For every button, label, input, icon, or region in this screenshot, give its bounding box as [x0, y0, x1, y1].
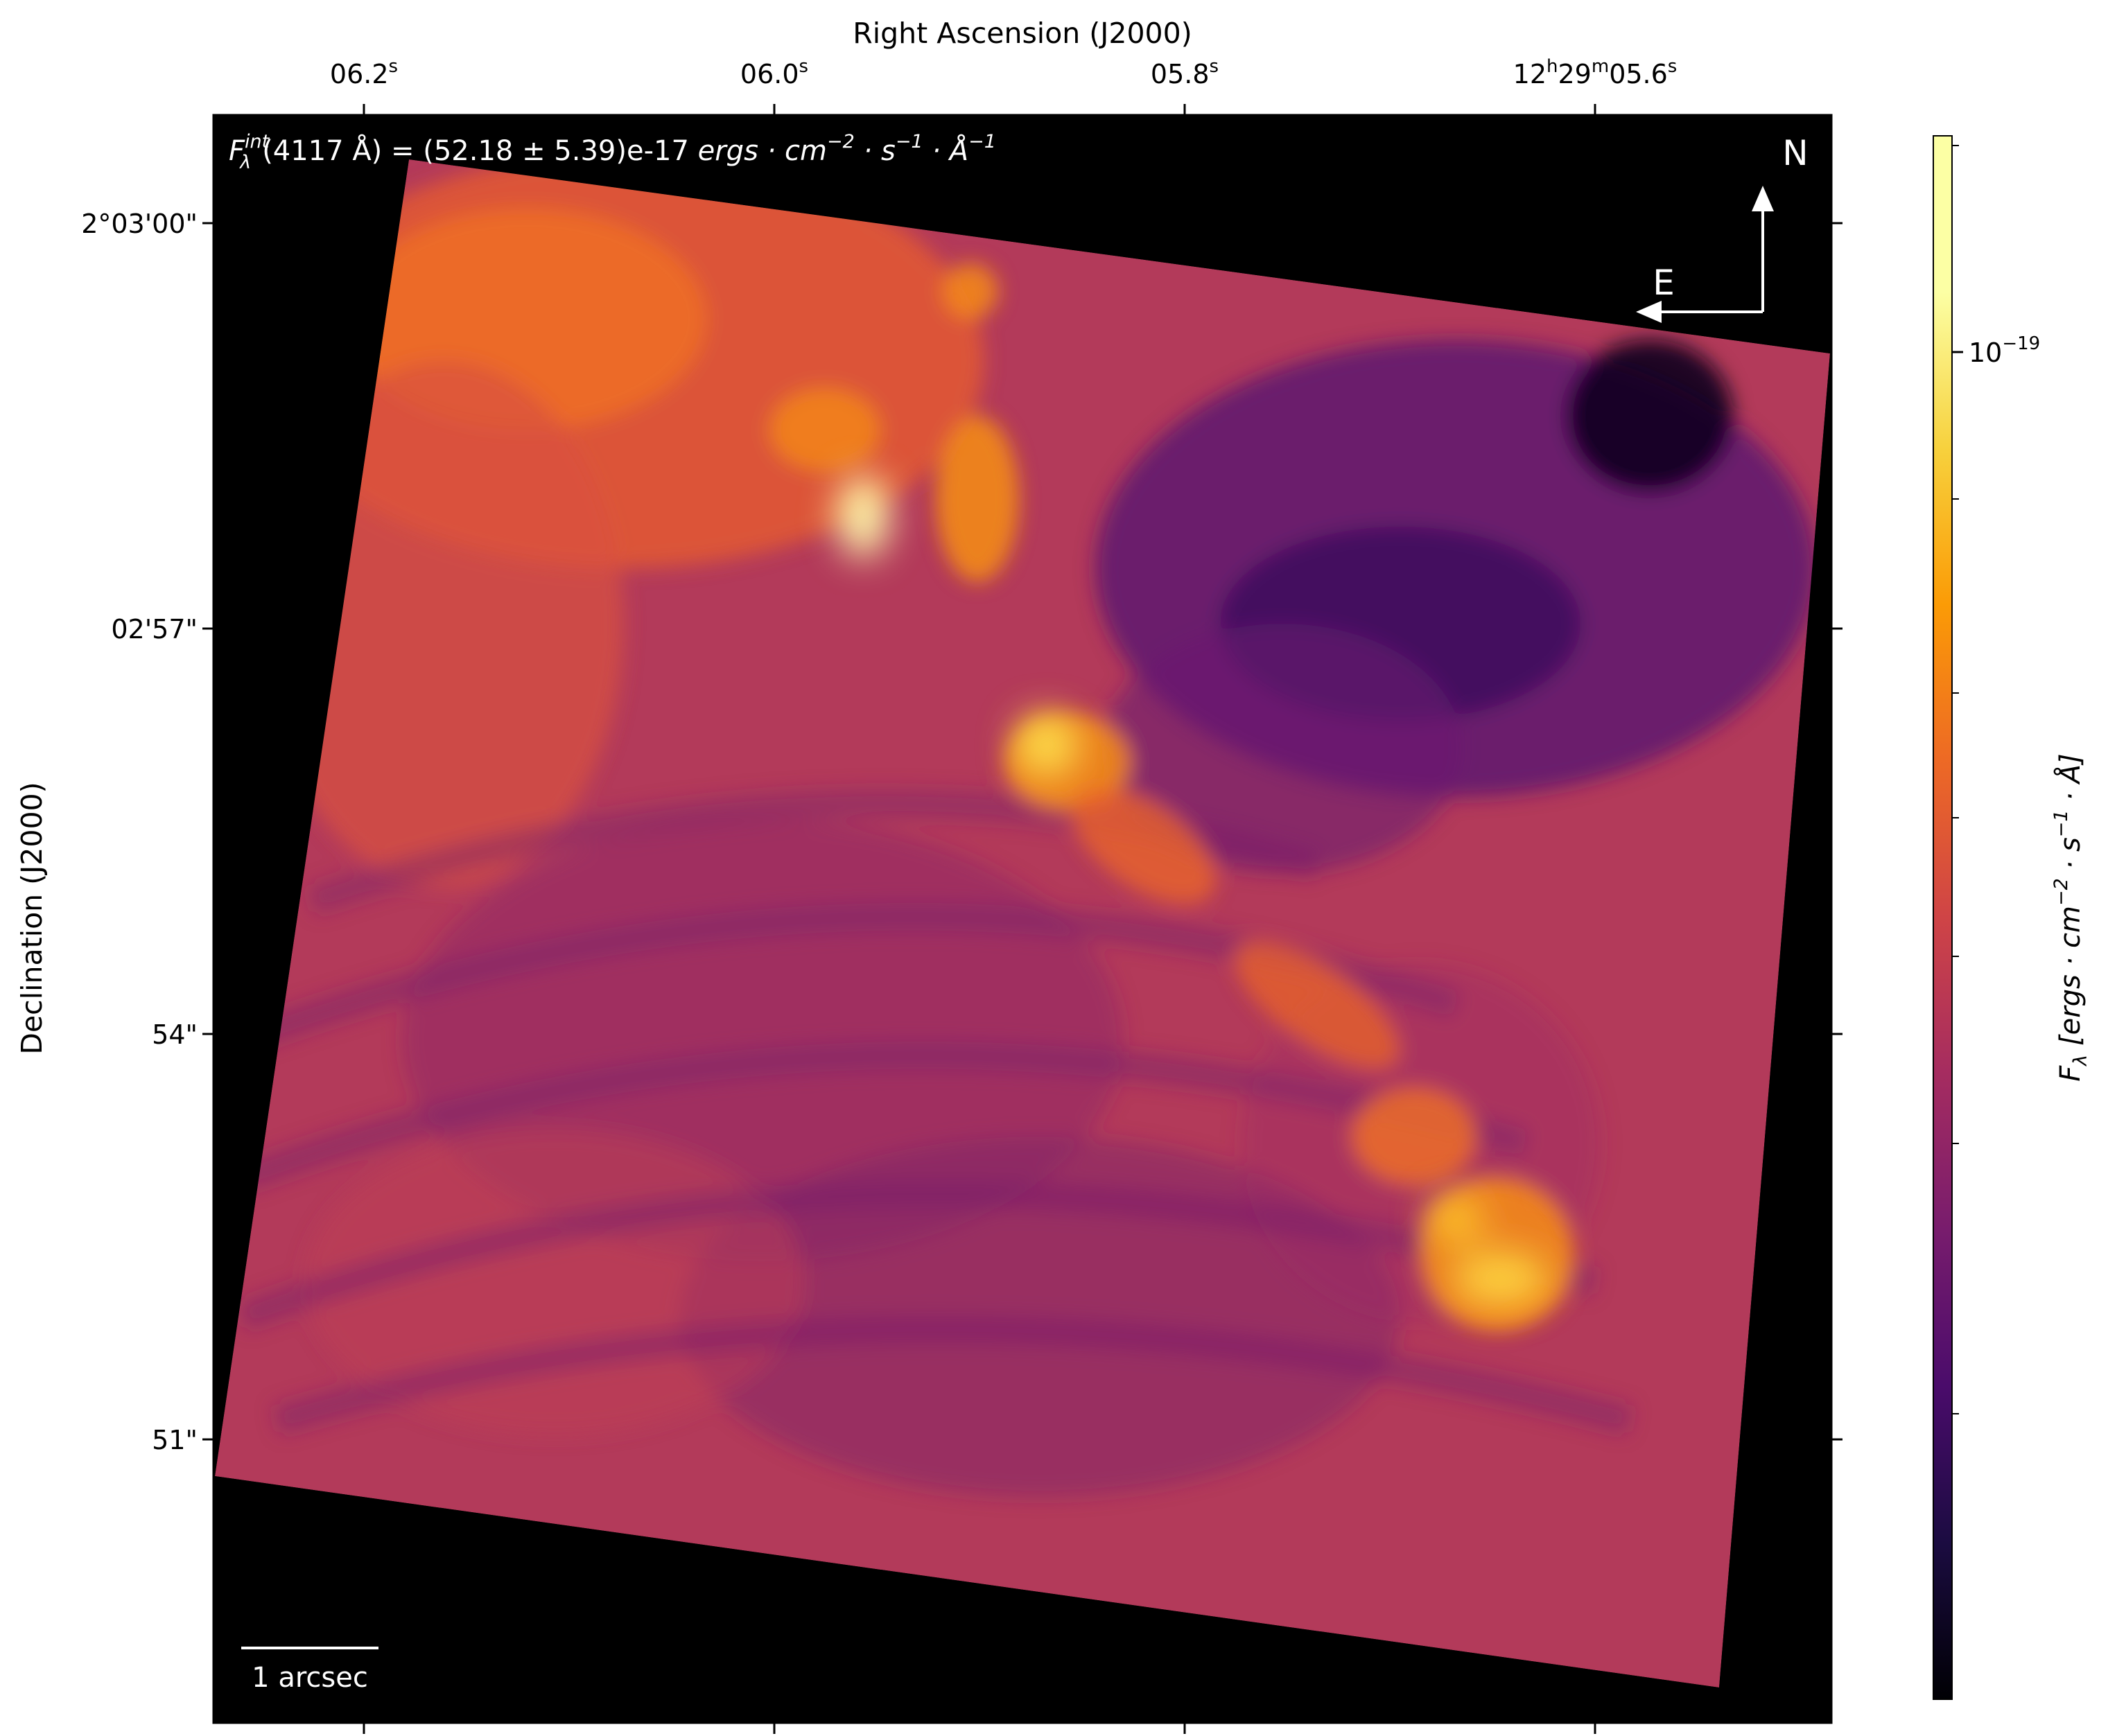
- x-tick-label: 06.0s: [740, 56, 808, 89]
- y-axis-label: Declination (J2000): [15, 782, 49, 1054]
- flux-mid2: · Å: [923, 134, 969, 167]
- x-tick-label: 05.8s: [1151, 56, 1219, 89]
- compass-north-label: N: [1782, 133, 1808, 173]
- colorbar-tick-exp: −19: [2002, 333, 2040, 354]
- colorbar-gradient: [1933, 135, 1953, 1700]
- flux-mid1: · s: [855, 135, 896, 167]
- x-ticks: 06.2s 06.0s 05.8s 12h29m05.6s: [330, 56, 1677, 1734]
- colorbar-label-exp2: −1: [2050, 809, 2072, 837]
- colorbar-label-symbol: F: [2055, 1065, 2086, 1082]
- flux-exp1: −2: [827, 131, 855, 152]
- x-tick-label-main: 06.0: [740, 59, 799, 89]
- flux-annotation: Fint λ (4117 Å) = (52.18 ± 5.39)e-17 ergs …: [229, 131, 996, 173]
- y-ticks: 2°03'00" 02'57" 54" 51": [81, 209, 1842, 1455]
- x-tick-label-sup: s: [1668, 56, 1678, 77]
- x-tick-label-sup: s: [389, 56, 399, 77]
- y-tick-label: 2°03'00": [81, 209, 198, 239]
- y-tick-label: 02'57": [111, 614, 198, 645]
- scale-bar: 1 arcsec: [241, 1647, 378, 1694]
- colorbar-label-mid: · s: [2055, 837, 2086, 878]
- flux-units: ergs · cm: [698, 135, 827, 167]
- flux-peak-3: [1452, 1251, 1549, 1306]
- colorbar-label-end: · Å]: [2053, 753, 2086, 809]
- x-tick-label-main: 29: [1558, 59, 1592, 89]
- y-tick-label: 54": [152, 1019, 198, 1050]
- colorbar-label-units: [ergs · cm: [2055, 906, 2086, 1055]
- x-tick-label-main: 12: [1513, 59, 1547, 89]
- flux-exp2: −1: [896, 131, 923, 152]
- x-tick-label-sup: s: [1210, 56, 1219, 77]
- y-tick-label: 51": [152, 1425, 198, 1455]
- x-tick-label-sup: s: [799, 56, 809, 77]
- colorbar: 10−19 Fλ [ergs · cm−2 · s−1 · Å]: [1933, 135, 2091, 1700]
- x-tick-label-main: 06.2: [330, 59, 389, 89]
- flux-symbol: F: [229, 135, 245, 167]
- compass-east-label: E: [1653, 263, 1675, 303]
- colorbar-label: Fλ [ergs · cm−2 · s−1 · Å]: [2050, 753, 2091, 1081]
- colorbar-label-sub: λ: [2070, 1055, 2091, 1067]
- x-tick-label-sup: h: [1547, 56, 1558, 77]
- colorbar-minor-ticks: [1952, 145, 1959, 1414]
- x-tick-label-sup: m: [1592, 56, 1609, 77]
- colorbar-label-exp1: −2: [2050, 878, 2072, 906]
- x-tick-label-main: 05.6: [1609, 59, 1668, 89]
- compass-north-arrowhead: [1752, 186, 1774, 211]
- flux-peak-2: [1015, 713, 1079, 777]
- compass: N E: [1636, 133, 1809, 323]
- scale-bar-label: 1 arcsec: [252, 1662, 368, 1694]
- x-tick-label: 12h29m05.6s: [1513, 56, 1678, 89]
- flux-superscript: int: [245, 131, 270, 152]
- flux-map: [215, 159, 1830, 1687]
- colorbar-tick-label: 10−19: [1969, 333, 2040, 368]
- x-tick-label-main: 05.8: [1151, 59, 1210, 89]
- x-axis-label: Right Ascension (J2000): [853, 17, 1192, 50]
- flux-peak-1: [837, 475, 889, 558]
- flux-subscript: λ: [238, 152, 251, 173]
- flux-exp3: −1: [968, 131, 996, 152]
- flux-text: (4117 Å) = (52.18 ± 5.39)e-17: [262, 134, 697, 167]
- colorbar-tick-base: 10: [1969, 337, 2002, 368]
- axes-frame: [212, 114, 1833, 1724]
- x-tick-label: 06.2s: [330, 56, 398, 89]
- compass-east-arrowhead: [1636, 301, 1662, 323]
